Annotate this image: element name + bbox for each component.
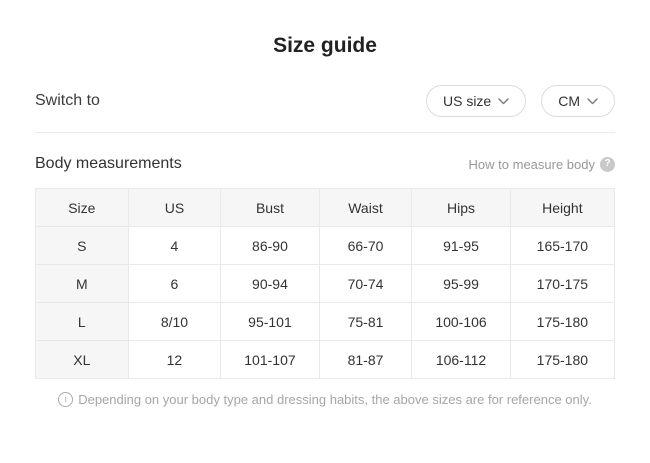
how-to-measure-label: How to measure body <box>468 156 595 172</box>
column-header: Size <box>35 188 129 227</box>
how-to-measure-link[interactable]: How to measure body ? <box>468 156 615 172</box>
size-standard-dropdown[interactable]: US size <box>425 85 527 117</box>
switch-row: Switch to US size CM <box>35 85 615 117</box>
chevron-down-icon <box>587 98 598 105</box>
switch-to-label: Switch to <box>35 92 100 109</box>
table-row: XL 12 101-107 81-87 106-112 175-180 <box>35 340 616 379</box>
measurement-cell: 90-94 <box>220 264 320 303</box>
table-row: M 6 90-94 70-74 95-99 170-175 <box>35 264 616 303</box>
measurement-cell: 86-90 <box>220 226 320 265</box>
size-label-cell: L <box>35 302 129 341</box>
size-label-cell: XL <box>35 340 129 379</box>
size-standard-value: US size <box>442 93 492 109</box>
measurement-cell: 175-180 <box>509 302 616 341</box>
unit-value: CM <box>558 93 580 109</box>
column-header: Height <box>509 188 616 227</box>
page-title: Size guide <box>273 34 377 57</box>
measurement-cell: 175-180 <box>509 340 616 379</box>
measurement-cell: 4 <box>127 226 222 265</box>
measurement-cell: 170-175 <box>509 264 616 303</box>
measurement-cell: 100-106 <box>411 302 511 341</box>
unit-dropdown[interactable]: CM <box>541 85 615 117</box>
size-table: Size US Bust Waist Hips Height S 4 86-90 66-70 91… <box>35 188 616 379</box>
disclaimer-text: Depending on your body type and dressing… <box>78 392 592 407</box>
measurement-cell: 106-112 <box>411 340 511 379</box>
column-header: US <box>127 188 222 227</box>
size-label-cell: M <box>35 264 129 303</box>
column-header: Bust <box>220 188 320 227</box>
measurement-cell: 95-101 <box>220 302 320 341</box>
size-guide-modal: Size guide Switch to US size CM Body mea… <box>0 33 650 407</box>
chevron-down-icon <box>498 98 509 105</box>
measurement-cell: 95-99 <box>411 264 511 303</box>
measurement-cell: 101-107 <box>220 340 320 379</box>
info-circle-icon: i <box>58 392 74 407</box>
measurement-cell: 75-81 <box>318 302 413 341</box>
body-measurements-heading: Body measurements <box>35 155 182 172</box>
column-header: Waist <box>318 188 413 227</box>
size-table-body: S 4 86-90 66-70 91-95 165-170 M 6 90-94 70-74 95-9… <box>35 226 616 379</box>
measurement-cell: 8/10 <box>127 302 222 341</box>
column-header: Hips <box>411 188 511 227</box>
disclaimer-note: i Depending on your body type and dressi… <box>35 392 615 407</box>
measurement-cell: 70-74 <box>318 264 413 303</box>
size-table-header-row: Size US Bust Waist Hips Height <box>35 188 616 227</box>
measurement-cell: 91-95 <box>411 226 511 265</box>
section-divider <box>35 132 615 133</box>
measurements-header-row: Body measurements How to measure body ? <box>35 155 615 173</box>
table-row: S 4 86-90 66-70 91-95 165-170 <box>35 226 616 265</box>
measurement-cell: 66-70 <box>318 226 413 265</box>
measurement-cell: 165-170 <box>509 226 616 265</box>
table-row: L 8/10 95-101 75-81 100-106 175-180 <box>35 302 616 341</box>
question-circle-icon[interactable]: ? <box>600 156 615 172</box>
measurement-cell: 6 <box>127 264 222 303</box>
size-label-cell: S <box>35 226 129 265</box>
measurement-cell: 12 <box>127 340 222 379</box>
measurement-cell: 81-87 <box>318 340 413 379</box>
selector-group: US size CM <box>425 85 615 117</box>
